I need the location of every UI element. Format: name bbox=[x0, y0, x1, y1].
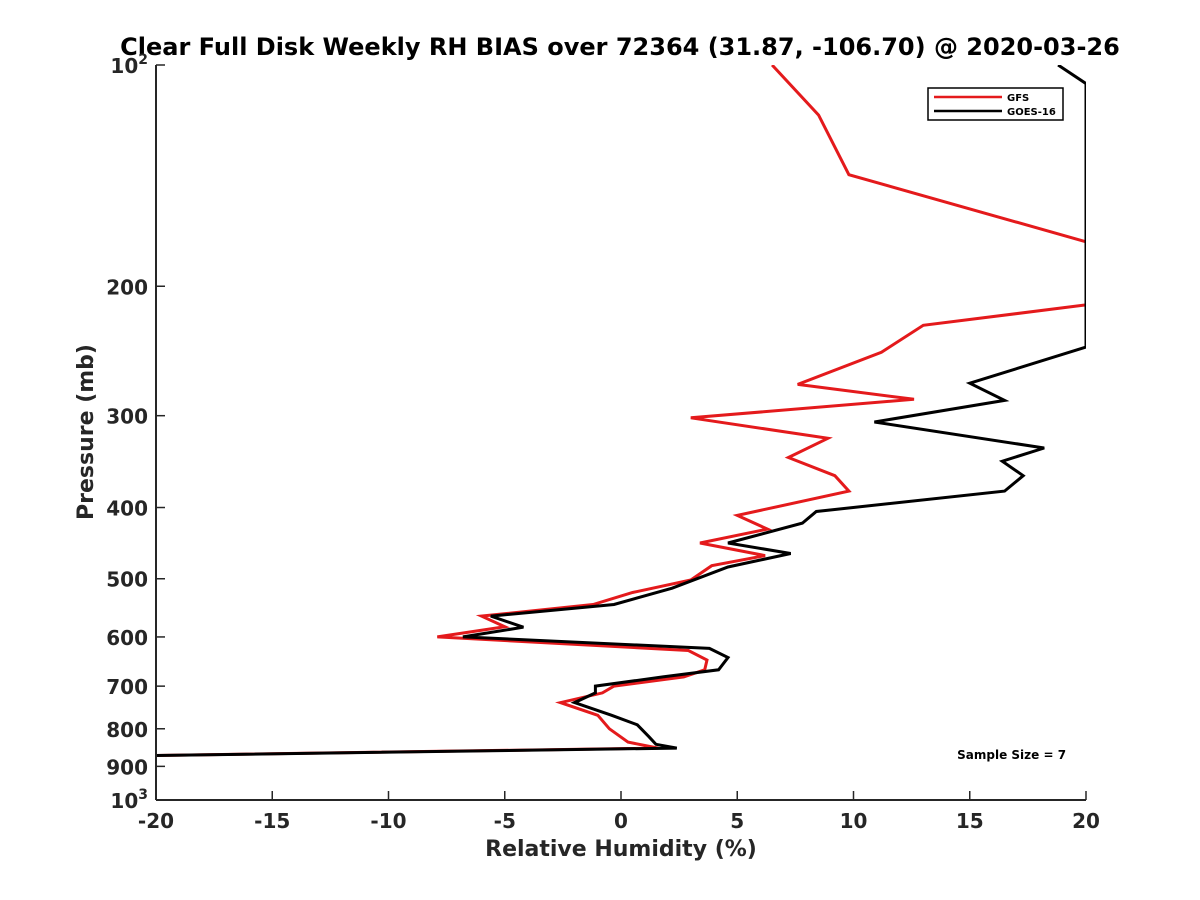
legend-box bbox=[927, 87, 1064, 121]
sample-size-annotation: Sample Size = 7 bbox=[957, 748, 1066, 762]
y-tick-label: 600 bbox=[106, 626, 148, 650]
x-axis-label: Relative Humidity (%) bbox=[485, 837, 757, 862]
plot-area bbox=[156, 65, 1086, 800]
x-tick-label: 0 bbox=[614, 809, 628, 833]
y-tick-label: 300 bbox=[106, 405, 148, 429]
y-tick-label: 400 bbox=[106, 497, 148, 521]
y-tick-label: 102 bbox=[110, 52, 148, 78]
legend: GFS GOES-16 bbox=[927, 87, 1064, 121]
x-tick-label: -10 bbox=[370, 809, 406, 833]
y-tick-label: 103 bbox=[110, 787, 148, 813]
x-tick-label: -20 bbox=[138, 809, 174, 833]
series-lines bbox=[156, 65, 1086, 757]
x-tick-label: 5 bbox=[730, 809, 744, 833]
x-tick-label: -15 bbox=[254, 809, 290, 833]
x-tick-label: -5 bbox=[494, 809, 516, 833]
y-ticks: 102 200 300 400 500 600 700 800 900 103 bbox=[106, 52, 165, 813]
x-tick-label: 10 bbox=[840, 809, 868, 833]
chart-title: Clear Full Disk Weekly RH BIAS over 7236… bbox=[120, 33, 1120, 61]
series-line-1 bbox=[156, 65, 1086, 757]
y-tick-label: 700 bbox=[106, 675, 148, 699]
y-tick-label: 800 bbox=[106, 718, 148, 742]
x-ticks: -20 -15 -10 -5 0 5 10 15 20 bbox=[138, 791, 1100, 833]
y-tick-label: 200 bbox=[106, 275, 148, 299]
y-axis-label: Pressure (mb) bbox=[74, 344, 99, 520]
x-tick-label: 15 bbox=[956, 809, 984, 833]
y-tick-label: 500 bbox=[106, 568, 148, 592]
y-tick-label: 900 bbox=[106, 755, 148, 779]
x-tick-label: 20 bbox=[1072, 809, 1100, 833]
series-line-0 bbox=[156, 65, 1086, 757]
legend-label-gfs: GFS bbox=[1007, 93, 1029, 104]
legend-label-goes16: GOES-16 bbox=[1007, 107, 1056, 118]
